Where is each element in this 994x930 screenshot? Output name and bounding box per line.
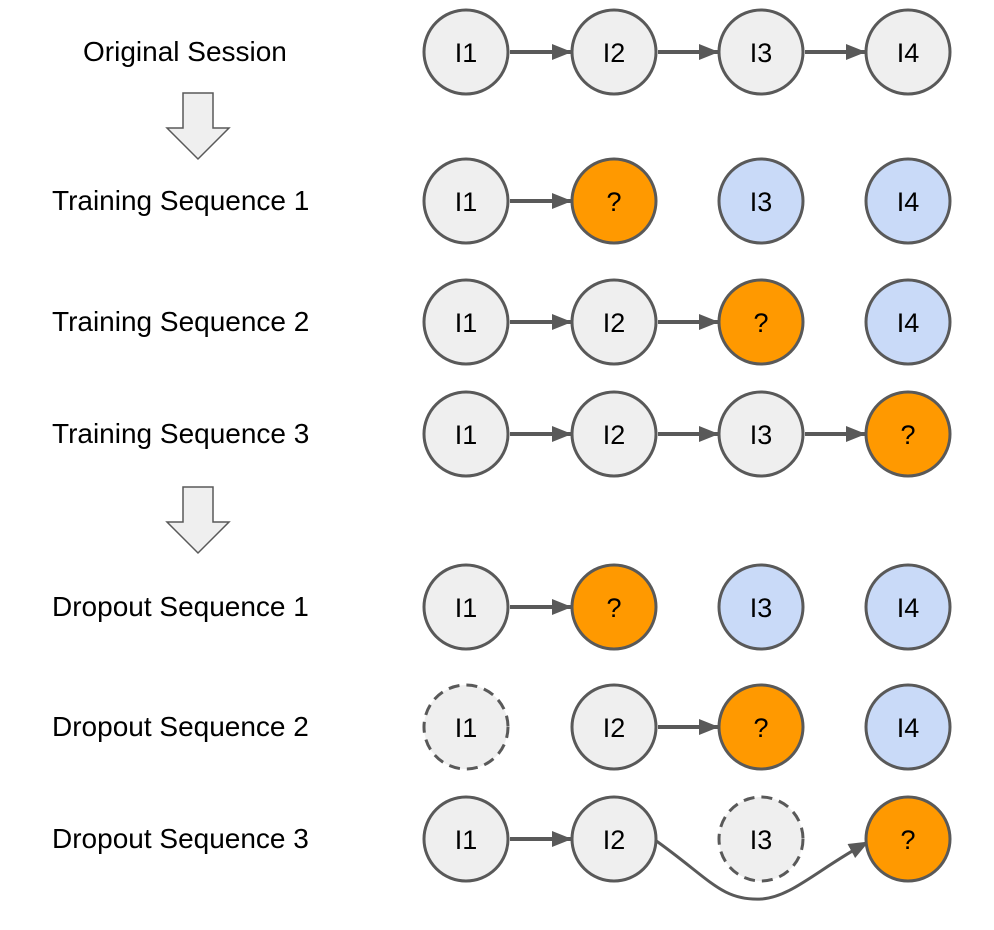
item-node-circle [570, 563, 658, 651]
item-node-known: I2 [570, 278, 658, 366]
item-node-label: I3 [750, 593, 773, 623]
item-node-circle [570, 157, 658, 245]
item-node-label: ? [753, 308, 768, 338]
item-node-circle [422, 795, 510, 883]
item-node-label: I3 [750, 38, 773, 68]
item-node-known: I2 [570, 8, 658, 96]
item-node-known: I2 [570, 390, 658, 478]
item-node-future: I4 [864, 157, 952, 245]
item-node-circle [864, 795, 952, 883]
item-node-label: I3 [750, 187, 773, 217]
item-node-label: I4 [897, 38, 920, 68]
row-label: Dropout Sequence 1 [52, 591, 309, 622]
item-node-circle [864, 683, 952, 771]
item-node-known: I2 [570, 683, 658, 771]
item-node-target: ? [864, 795, 952, 883]
item-node-known: I1 [422, 278, 510, 366]
row-label: Training Sequence 3 [52, 418, 310, 449]
item-node-target: ? [717, 683, 805, 771]
down-arrow-icon [165, 486, 231, 555]
item-node-label: I4 [897, 187, 920, 217]
item-node-circle [422, 563, 510, 651]
item-node-circle [422, 8, 510, 96]
item-node-circle [717, 278, 805, 366]
item-node-label: I3 [750, 825, 773, 855]
item-node-circle [422, 157, 510, 245]
item-node-label: I2 [603, 825, 626, 855]
item-node-circle [717, 157, 805, 245]
item-node-known: I1 [422, 8, 510, 96]
item-node-circle [570, 8, 658, 96]
item-node-label: I2 [603, 420, 626, 450]
row-label: Original Session [83, 36, 287, 67]
item-node-circle [570, 795, 658, 883]
item-node-future: I4 [864, 278, 952, 366]
item-node-label: ? [606, 187, 621, 217]
item-node-future: I4 [864, 563, 952, 651]
item-node-label: I2 [603, 38, 626, 68]
item-node-label: I1 [455, 713, 478, 743]
item-node-future: I3 [717, 563, 805, 651]
item-node-label: ? [900, 420, 915, 450]
item-node-known: I1 [422, 795, 510, 883]
item-node-circle [570, 390, 658, 478]
item-node-label: I4 [897, 593, 920, 623]
item-node-label: I2 [603, 713, 626, 743]
item-node-label: I1 [455, 38, 478, 68]
item-node-known: I3 [717, 8, 805, 96]
item-node-circle [422, 278, 510, 366]
item-node-known: I3 [717, 390, 805, 478]
row-label: Dropout Sequence 2 [52, 711, 309, 742]
item-node-circle [864, 563, 952, 651]
item-node-known: I2 [570, 795, 658, 883]
item-node-label: ? [606, 593, 621, 623]
item-node-circle [717, 8, 805, 96]
item-node-circle [570, 278, 658, 366]
item-node-circle [864, 157, 952, 245]
item-node-label: I1 [455, 593, 478, 623]
item-node-circle [717, 390, 805, 478]
item-node-circle [864, 8, 952, 96]
item-node-dropped: I3 [717, 795, 805, 883]
item-node-circle [422, 390, 510, 478]
item-node-label: I1 [455, 825, 478, 855]
row-label: Training Sequence 2 [52, 306, 310, 337]
item-node-label: I2 [603, 308, 626, 338]
row-label: Training Sequence 1 [52, 185, 310, 216]
item-node-target: ? [570, 563, 658, 651]
item-node-target: ? [717, 278, 805, 366]
sequence-edge-arrow [654, 838, 869, 901]
item-node-label: I3 [750, 420, 773, 450]
item-node-known: I1 [422, 563, 510, 651]
item-node-future: I4 [864, 683, 952, 771]
item-node-label: I1 [455, 420, 478, 450]
item-node-future: I3 [717, 157, 805, 245]
item-node-known: I1 [422, 157, 510, 245]
item-node-known: I4 [864, 8, 952, 96]
item-node-circle [570, 683, 658, 771]
item-node-circle [422, 683, 510, 771]
item-node-known: I1 [422, 390, 510, 478]
item-node-circle [864, 390, 952, 478]
item-node-label: I1 [455, 187, 478, 217]
item-node-label: I4 [897, 713, 920, 743]
item-node-dropped: I1 [422, 683, 510, 771]
item-node-label: I1 [455, 308, 478, 338]
item-node-circle [864, 278, 952, 366]
item-node-circle [717, 563, 805, 651]
item-node-circle [717, 795, 805, 883]
item-node-label: ? [753, 713, 768, 743]
item-node-target: ? [570, 157, 658, 245]
row-label: Dropout Sequence 3 [52, 823, 309, 854]
item-node-circle [717, 683, 805, 771]
item-node-label: I4 [897, 308, 920, 338]
down-arrow-icon [165, 92, 231, 161]
item-node-target: ? [864, 390, 952, 478]
item-node-label: ? [900, 825, 915, 855]
